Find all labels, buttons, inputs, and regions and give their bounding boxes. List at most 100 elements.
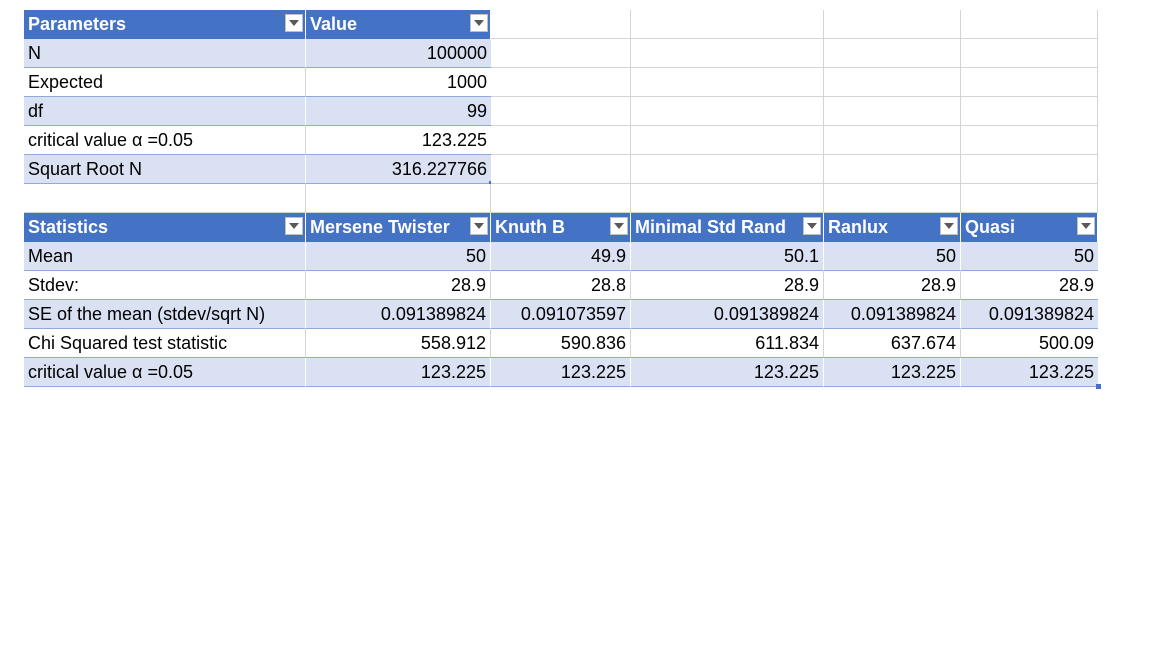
empty-cell[interactable] <box>824 184 961 213</box>
statistics-header-row: Statistics Mersene Twister Knuth B Minim… <box>24 213 1098 242</box>
empty-cell[interactable] <box>631 97 824 126</box>
empty-cell[interactable] <box>961 155 1098 184</box>
header-minimal-std-rand[interactable]: Minimal Std Rand <box>631 213 824 242</box>
value-cell[interactable]: 611.834 <box>631 329 824 358</box>
row-label[interactable]: N <box>24 39 306 68</box>
empty-cell[interactable] <box>491 39 631 68</box>
empty-cell[interactable] <box>824 68 961 97</box>
empty-cell[interactable] <box>631 39 824 68</box>
empty-cell[interactable] <box>631 155 824 184</box>
empty-cell[interactable] <box>631 68 824 97</box>
parameters-header-row: Parameters Value <box>24 10 1098 39</box>
empty-cell[interactable] <box>631 126 824 155</box>
value-cell[interactable]: 50 <box>306 242 491 271</box>
table-row: Squart Root N 316.227766 <box>24 155 1098 186</box>
filter-dropdown-icon[interactable] <box>610 217 628 235</box>
value-cell[interactable]: 637.674 <box>824 329 961 358</box>
header-label: Parameters <box>28 14 127 34</box>
value-cell[interactable]: 123.225 <box>961 358 1101 389</box>
value-cell[interactable]: 123.225 <box>306 358 491 387</box>
empty-cell[interactable] <box>491 68 631 97</box>
value-cell[interactable]: 558.912 <box>306 329 491 358</box>
table-row: Expected 1000 <box>24 68 1098 97</box>
empty-cell[interactable] <box>824 97 961 126</box>
row-value[interactable]: 1000 <box>306 68 491 97</box>
value-cell[interactable]: 50.1 <box>631 242 824 271</box>
header-label: Mersene Twister <box>310 217 450 237</box>
empty-cell[interactable] <box>961 126 1098 155</box>
header-statistics[interactable]: Statistics <box>24 213 306 242</box>
value-cell[interactable]: 50 <box>961 242 1098 271</box>
value-cell[interactable]: 50 <box>824 242 961 271</box>
filter-dropdown-icon[interactable] <box>285 217 303 235</box>
filter-dropdown-icon[interactable] <box>940 217 958 235</box>
value-cell[interactable]: 0.091389824 <box>631 300 824 329</box>
empty-cell[interactable] <box>631 184 824 213</box>
value-cell[interactable]: 28.8 <box>491 271 631 300</box>
empty-cell[interactable] <box>824 10 961 39</box>
value-cell[interactable]: 0.091073597 <box>491 300 631 329</box>
empty-cell[interactable] <box>961 39 1098 68</box>
value-cell[interactable]: 28.9 <box>631 271 824 300</box>
value-cell[interactable]: 28.9 <box>306 271 491 300</box>
row-label[interactable]: SE of the mean (stdev/sqrt N) <box>24 300 306 329</box>
value-cell[interactable]: 28.9 <box>824 271 961 300</box>
filter-dropdown-icon[interactable] <box>285 14 303 32</box>
value-cell[interactable]: 123.225 <box>491 358 631 387</box>
table-row: critical value α =0.05 123.225 <box>24 126 1098 155</box>
filter-dropdown-icon[interactable] <box>1077 217 1095 235</box>
header-mersene-twister[interactable]: Mersene Twister <box>306 213 491 242</box>
empty-cell[interactable] <box>631 10 824 39</box>
row-value[interactable]: 99 <box>306 97 491 126</box>
empty-cell[interactable] <box>824 155 961 184</box>
header-label: Knuth B <box>495 217 565 237</box>
resize-handle-icon[interactable] <box>1096 384 1101 389</box>
header-knuth-b[interactable]: Knuth B <box>491 213 631 242</box>
value-cell[interactable]: 590.836 <box>491 329 631 358</box>
value-cell[interactable]: 28.9 <box>961 271 1098 300</box>
row-label[interactable]: Squart Root N <box>24 155 306 184</box>
row-label[interactable]: Expected <box>24 68 306 97</box>
row-label[interactable]: df <box>24 97 306 126</box>
row-label[interactable]: Mean <box>24 242 306 271</box>
empty-cell[interactable] <box>961 97 1098 126</box>
header-quasi[interactable]: Quasi <box>961 213 1098 242</box>
value-cell[interactable]: 0.091389824 <box>824 300 961 329</box>
filter-dropdown-icon[interactable] <box>803 217 821 235</box>
header-value[interactable]: Value <box>306 10 491 39</box>
value-cell[interactable]: 500.09 <box>961 329 1098 358</box>
empty-cell[interactable] <box>491 184 631 213</box>
row-label[interactable]: Chi Squared test statistic <box>24 329 306 358</box>
empty-cell[interactable] <box>491 126 631 155</box>
header-label: Statistics <box>28 217 109 237</box>
row-label[interactable]: Stdev: <box>24 271 306 300</box>
row-value[interactable]: 123.225 <box>306 126 491 155</box>
empty-cell[interactable] <box>824 39 961 68</box>
header-parameters[interactable]: Parameters <box>24 10 306 39</box>
row-value[interactable]: 100000 <box>306 39 491 68</box>
value-cell[interactable]: 0.091389824 <box>306 300 491 329</box>
empty-cell[interactable] <box>306 184 491 213</box>
empty-cell[interactable] <box>491 10 631 39</box>
value-cell[interactable]: 49.9 <box>491 242 631 271</box>
row-label[interactable]: critical value α =0.05 <box>24 358 306 387</box>
table-row: Stdev: 28.9 28.8 28.9 28.9 28.9 <box>24 271 1098 300</box>
filter-dropdown-icon[interactable] <box>470 14 488 32</box>
header-ranlux[interactable]: Ranlux <box>824 213 961 242</box>
row-label[interactable]: critical value α =0.05 <box>24 126 306 155</box>
value-cell[interactable]: 0.091389824 <box>961 300 1098 329</box>
empty-cell[interactable] <box>24 184 306 213</box>
empty-cell[interactable] <box>491 97 631 126</box>
empty-cell[interactable] <box>961 68 1098 97</box>
table-row: Chi Squared test statistic 558.912 590.8… <box>24 329 1098 358</box>
value-cell[interactable]: 123.225 <box>824 358 961 387</box>
table-row: SE of the mean (stdev/sqrt N) 0.09138982… <box>24 300 1098 329</box>
empty-cell[interactable] <box>491 155 631 184</box>
row-value[interactable]: 316.227766 <box>306 155 494 186</box>
empty-cell[interactable] <box>824 126 961 155</box>
empty-cell[interactable] <box>961 184 1098 213</box>
value-cell[interactable]: 123.225 <box>631 358 824 387</box>
empty-cell[interactable] <box>961 10 1098 39</box>
filter-dropdown-icon[interactable] <box>470 217 488 235</box>
